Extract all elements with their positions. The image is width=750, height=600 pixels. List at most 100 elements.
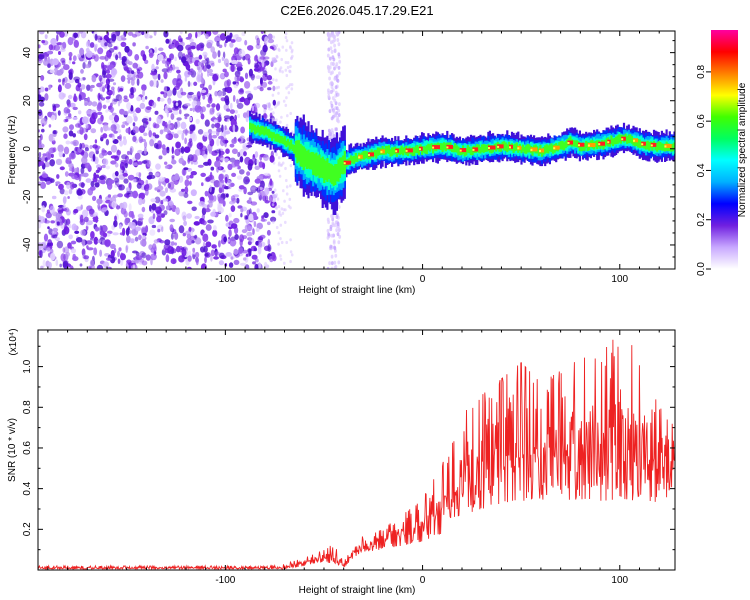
ridge-cell xyxy=(638,139,641,148)
noise-cell xyxy=(337,113,341,117)
noise-cell xyxy=(161,144,166,150)
noise-cell xyxy=(104,42,108,47)
noise-cell xyxy=(330,214,333,219)
noise-cell xyxy=(136,182,142,189)
ridge-cell xyxy=(318,154,321,179)
noise-cell xyxy=(79,47,85,56)
noise-cell xyxy=(97,167,101,173)
noise-cell xyxy=(280,207,284,211)
noise-cell xyxy=(178,190,185,197)
noise-cell xyxy=(214,160,221,168)
noise-cell xyxy=(90,231,95,239)
noise-cell xyxy=(88,265,92,269)
noise-cell xyxy=(239,97,246,103)
noise-cell xyxy=(278,174,282,178)
noise-cell xyxy=(102,158,109,166)
noise-cell xyxy=(177,35,182,43)
noise-cell xyxy=(40,265,44,269)
noise-cell xyxy=(337,119,340,124)
noise-cell xyxy=(237,138,242,142)
noise-cell xyxy=(216,40,220,47)
noise-cell xyxy=(212,31,219,35)
noise-cell xyxy=(329,46,333,51)
ridge-peak xyxy=(517,147,520,150)
noise-cell xyxy=(232,124,236,133)
noise-cell xyxy=(256,37,261,46)
ridge-cell xyxy=(512,144,515,153)
x-tick-label: 100 xyxy=(611,274,628,285)
noise-cell xyxy=(260,77,263,85)
noise-cell xyxy=(277,231,281,235)
noise-cell xyxy=(101,164,106,169)
noise-cell xyxy=(160,79,164,83)
noise-cell xyxy=(332,35,336,40)
noise-cell xyxy=(259,190,267,199)
noise-cell xyxy=(85,225,89,231)
noise-cell xyxy=(229,143,235,148)
ridge-peak xyxy=(432,146,435,149)
noise-cell xyxy=(144,106,152,113)
noise-cell xyxy=(157,140,162,149)
noise-cell xyxy=(82,172,89,178)
ridge-cell xyxy=(427,143,430,151)
noise-cell xyxy=(326,266,330,269)
ridge-cell xyxy=(309,152,312,170)
noise-cell xyxy=(231,148,238,155)
noise-cell xyxy=(38,160,45,166)
noise-cell xyxy=(55,259,59,266)
noise-cell xyxy=(72,61,76,65)
noise-cell xyxy=(186,238,193,246)
noise-cell xyxy=(332,239,336,244)
ridge-cell xyxy=(452,146,455,153)
noise-cell xyxy=(118,247,122,252)
noise-cell xyxy=(164,187,169,194)
ridge-cell xyxy=(670,144,673,152)
noise-cell xyxy=(69,181,75,190)
noise-cell xyxy=(165,254,170,263)
noise-cell xyxy=(126,187,130,192)
noise-cell xyxy=(258,262,261,269)
noise-cell xyxy=(69,56,72,61)
noise-cell xyxy=(55,212,61,221)
noise-cell xyxy=(125,235,131,244)
noise-cell xyxy=(118,134,122,142)
noise-cell xyxy=(93,172,97,179)
noise-cell xyxy=(211,244,217,249)
noise-cell xyxy=(141,160,148,164)
noise-cell xyxy=(166,57,170,66)
noise-cell xyxy=(150,71,157,76)
noise-cell xyxy=(227,184,232,190)
noise-cell xyxy=(80,69,84,74)
noise-cell xyxy=(176,90,183,99)
noise-cell xyxy=(254,178,261,184)
noise-cell xyxy=(236,175,243,180)
noise-cell xyxy=(187,33,193,39)
noise-cell xyxy=(60,253,66,262)
noise-cell xyxy=(224,41,227,48)
noise-cell xyxy=(252,228,255,236)
noise-cell xyxy=(140,239,147,247)
noise-cell xyxy=(334,253,338,258)
noise-cell xyxy=(141,226,148,233)
ridge-cell xyxy=(455,145,458,153)
noise-cell xyxy=(164,178,170,184)
noise-cell xyxy=(178,225,185,234)
ridge-peak xyxy=(598,143,601,146)
noise-cell xyxy=(285,86,288,90)
noise-cell xyxy=(73,208,79,214)
noise-cell xyxy=(329,71,333,76)
noise-cell xyxy=(75,237,83,243)
noise-cell xyxy=(62,247,66,253)
noise-cell xyxy=(153,31,157,36)
noise-cell xyxy=(194,149,201,156)
ridge-cell xyxy=(266,128,269,136)
noise-cell xyxy=(127,174,135,181)
noise-cell xyxy=(261,81,268,88)
noise-cell xyxy=(157,185,164,191)
noise-cell xyxy=(116,205,120,210)
noise-cell xyxy=(137,149,143,154)
noise-cell xyxy=(271,93,275,97)
noise-cell xyxy=(266,229,271,236)
noise-cell xyxy=(38,54,45,60)
noise-cell xyxy=(279,163,283,167)
